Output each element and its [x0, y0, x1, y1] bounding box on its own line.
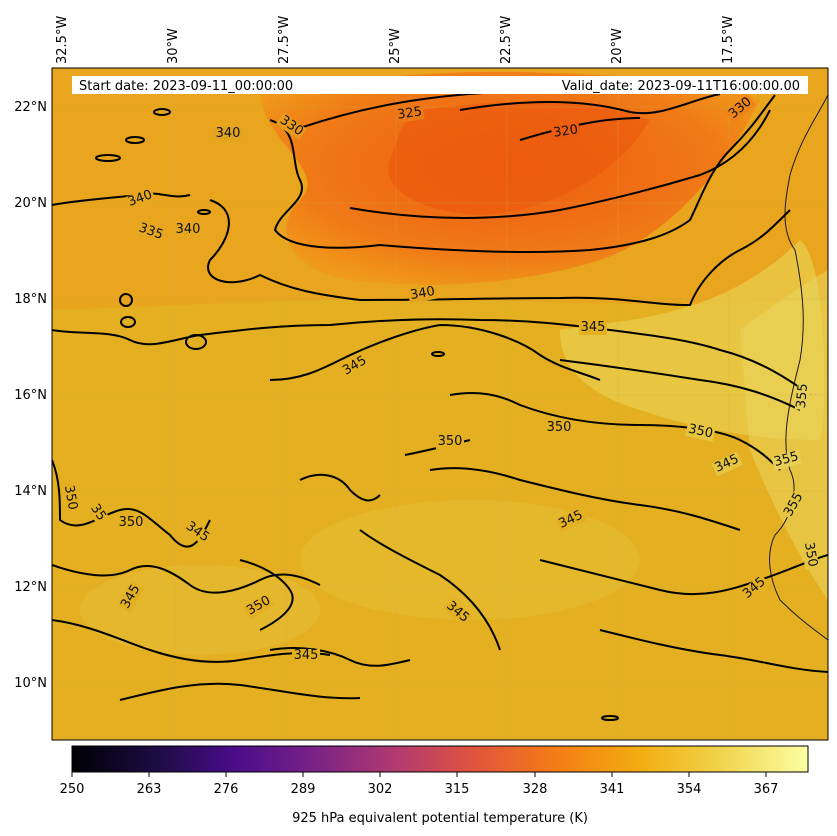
contour-label: 350 — [547, 420, 572, 435]
colorbar-tick: 302 — [368, 782, 393, 797]
colorbar: 250 263 276 289 302 315 328 341 354 367 … — [60, 745, 809, 826]
lat-label: 14°N — [14, 484, 47, 499]
contour-label: 345 — [581, 320, 606, 335]
lat-label: 18°N — [14, 292, 47, 307]
contour-label: 340 — [176, 222, 201, 237]
contour-label: 350 — [687, 422, 714, 442]
contour-labels: 340 330 325 320 330 340 335 340 340 345 … — [60, 94, 820, 663]
latitude-axis: 22°N 20°N 18°N 16°N 14°N 12°N 10°N — [14, 100, 47, 691]
colorbar-tick: 341 — [600, 782, 625, 797]
colorbar-tick: 328 — [523, 782, 548, 797]
contour-label: 320 — [552, 122, 579, 140]
colorbar-tick: 263 — [137, 782, 162, 797]
theta-e-field: 340 330 325 320 330 340 335 340 340 345 … — [52, 68, 828, 740]
valid-date: Valid_date: 2023-09-11T16:00:00.00 — [562, 79, 800, 94]
lon-label: 30°W — [166, 28, 181, 64]
lon-label: 27.5°W — [277, 16, 292, 64]
contour-label: 350 — [119, 515, 144, 530]
contour-label: 350 — [61, 484, 80, 511]
contour-label: 325 — [396, 104, 423, 122]
lon-label: 32.5°W — [55, 16, 70, 64]
contour-label: 340 — [216, 126, 241, 141]
lon-label: 25°W — [388, 28, 403, 64]
colorbar-tick: 367 — [754, 782, 779, 797]
colorbar-tick: 250 — [60, 782, 85, 797]
contour-label: 350 — [438, 434, 463, 449]
contour-label: 340 — [409, 284, 436, 303]
colorbar-gradient — [71, 745, 809, 773]
lat-label: 20°N — [14, 196, 47, 211]
lon-label: 17.5°W — [721, 16, 736, 64]
colorbar-tick: 289 — [291, 782, 316, 797]
colorbar-tick: 276 — [214, 782, 239, 797]
lat-label: 16°N — [14, 388, 47, 403]
contour-label: 355 — [794, 383, 811, 409]
header-strip — [72, 76, 808, 94]
colorbar-tick: 315 — [445, 782, 470, 797]
map-frame — [51, 67, 829, 741]
contour-lines — [52, 79, 828, 721]
longitude-axis: 32.5°W 30°W 27.5°W 25°W 22.5°W 20°W 17.5… — [55, 16, 736, 64]
colorbar-label: 925 hPa equivalent potential temperature… — [292, 811, 588, 826]
lat-label: 10°N — [14, 676, 47, 691]
lon-label: 20°W — [610, 28, 625, 64]
lat-label: 22°N — [14, 100, 47, 115]
lat-label: 12°N — [14, 580, 47, 595]
contour-label: 355 — [772, 449, 800, 470]
colorbar-tick: 354 — [677, 782, 702, 797]
contour-label: 350 — [801, 541, 820, 568]
start-date: Start date: 2023-09-11_00:00:00 — [79, 79, 293, 94]
contour-label: 345 — [294, 648, 319, 663]
coastline — [769, 94, 828, 641]
lon-label: 22.5°W — [499, 16, 514, 64]
